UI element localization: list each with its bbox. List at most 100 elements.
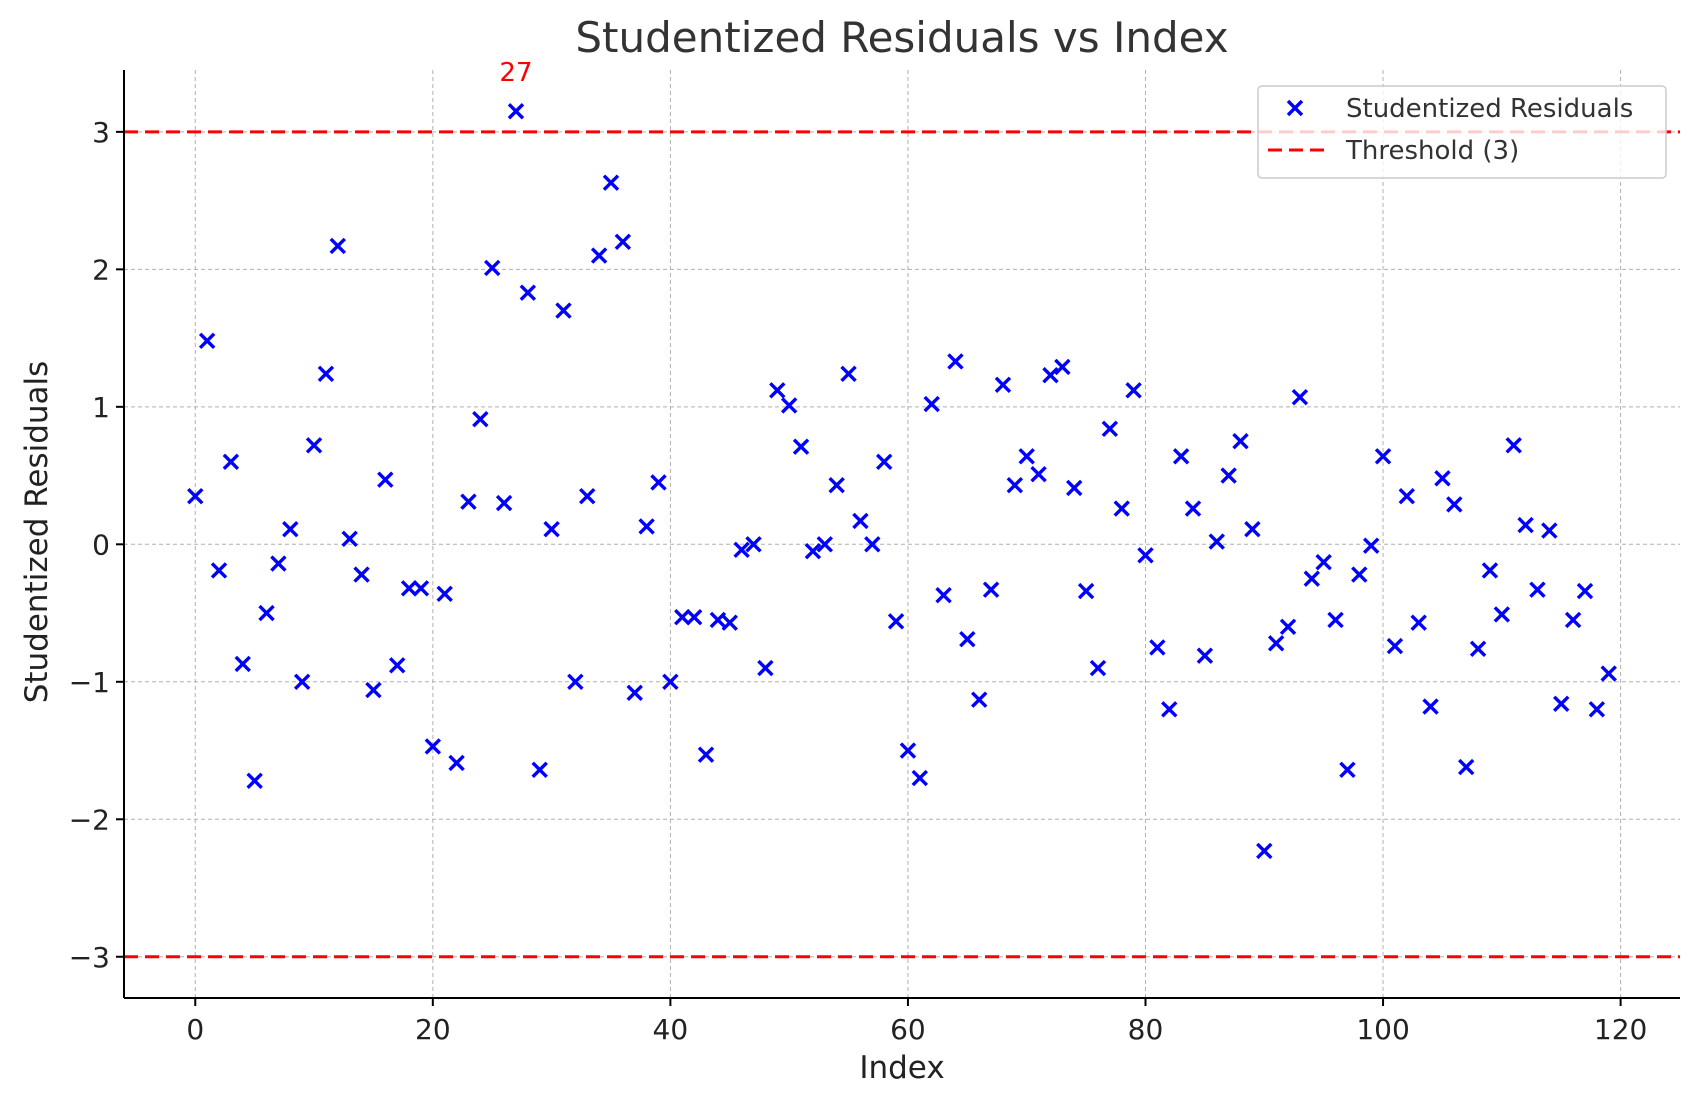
data-point bbox=[1161, 701, 1178, 718]
axes-spines bbox=[123, 70, 1680, 999]
data-point bbox=[816, 536, 833, 553]
data-point bbox=[270, 555, 287, 572]
data-point bbox=[1113, 500, 1130, 517]
data-point bbox=[495, 494, 513, 512]
data-point bbox=[674, 608, 691, 626]
data-point bbox=[1576, 582, 1594, 600]
data-point bbox=[887, 613, 905, 630]
data-point bbox=[1457, 758, 1475, 776]
data-point bbox=[1327, 611, 1344, 629]
data-point bbox=[1030, 465, 1047, 483]
data-point bbox=[555, 302, 572, 319]
data-point bbox=[365, 681, 382, 699]
data-point bbox=[923, 395, 940, 413]
legend-label-threshold: Threshold (3) bbox=[1345, 136, 1519, 166]
data-point bbox=[317, 365, 335, 383]
data-point bbox=[745, 536, 762, 553]
x-tick-label: 100 bbox=[1356, 1013, 1409, 1046]
data-point bbox=[1196, 647, 1214, 664]
data-point bbox=[769, 382, 786, 399]
y-tick-label: 3 bbox=[92, 116, 110, 149]
data-point bbox=[971, 691, 988, 708]
legend: Studentized Residuals Threshold (3) bbox=[1257, 85, 1667, 179]
data-point bbox=[840, 365, 857, 383]
data-point bbox=[1422, 698, 1439, 715]
data-point bbox=[341, 530, 358, 548]
data-point bbox=[780, 397, 798, 414]
data-point bbox=[1089, 659, 1107, 677]
data-point bbox=[1541, 522, 1558, 539]
data-point bbox=[1493, 606, 1511, 623]
grid bbox=[124, 70, 1680, 998]
data-point bbox=[305, 437, 323, 454]
data-point bbox=[1256, 842, 1273, 860]
chart-title: Studentized Residuals vs Index bbox=[575, 13, 1228, 62]
data-point bbox=[1042, 367, 1059, 384]
data-point bbox=[1410, 614, 1427, 631]
data-point bbox=[852, 512, 869, 530]
data-point bbox=[804, 542, 822, 560]
data-point bbox=[1481, 562, 1499, 579]
data-point bbox=[1149, 639, 1166, 656]
data-point bbox=[1244, 520, 1261, 538]
data-point bbox=[697, 746, 715, 763]
data-point bbox=[709, 611, 727, 629]
data-point bbox=[792, 438, 810, 455]
data-point bbox=[1600, 665, 1617, 682]
data-point bbox=[994, 376, 1012, 394]
data-point bbox=[1267, 635, 1285, 652]
data-point bbox=[329, 237, 347, 255]
data-point bbox=[1553, 695, 1570, 712]
data-point bbox=[1291, 389, 1309, 406]
data-point bbox=[424, 738, 442, 755]
data-point bbox=[1077, 582, 1095, 600]
data-point bbox=[1172, 448, 1190, 465]
data-point bbox=[1588, 701, 1606, 718]
data-point bbox=[293, 673, 311, 690]
data-point bbox=[614, 233, 632, 251]
y-tick-label: 2 bbox=[92, 253, 110, 286]
data-point bbox=[1517, 516, 1534, 534]
data-point bbox=[1232, 432, 1249, 450]
data-point bbox=[1398, 487, 1416, 505]
data-point bbox=[1505, 437, 1522, 454]
data-point bbox=[484, 259, 501, 277]
data-point bbox=[210, 562, 228, 579]
data-point bbox=[590, 247, 608, 264]
data-point bbox=[638, 518, 655, 535]
data-point bbox=[472, 411, 489, 428]
data-point bbox=[531, 761, 548, 778]
data-point bbox=[1220, 467, 1237, 484]
x-tick-label: 20 bbox=[415, 1013, 451, 1046]
data-point bbox=[1279, 618, 1297, 636]
x-tick-label: 40 bbox=[653, 1013, 689, 1046]
x-tick-label: 60 bbox=[890, 1013, 926, 1046]
data-point bbox=[1137, 547, 1154, 564]
scatter-markers bbox=[187, 103, 1617, 860]
data-point bbox=[1066, 479, 1083, 497]
data-point bbox=[602, 174, 620, 191]
data-point bbox=[685, 608, 703, 626]
y-tick-label: −2 bbox=[69, 803, 110, 836]
y-tick-label: 0 bbox=[92, 528, 110, 561]
data-point bbox=[1339, 761, 1356, 778]
data-point bbox=[721, 614, 738, 631]
data-point bbox=[187, 487, 204, 505]
data-point bbox=[875, 453, 893, 471]
data-point bbox=[1374, 448, 1392, 465]
legend-marker-icon bbox=[1286, 99, 1304, 117]
data-point bbox=[448, 754, 465, 772]
data-point bbox=[567, 673, 584, 690]
data-point bbox=[377, 471, 394, 488]
data-point bbox=[198, 332, 216, 350]
data-point bbox=[460, 493, 477, 510]
data-point bbox=[1315, 553, 1332, 571]
data-point bbox=[388, 657, 406, 674]
data-point bbox=[1386, 637, 1404, 655]
y-tick-label: 1 bbox=[92, 391, 110, 424]
data-point bbox=[1529, 581, 1546, 598]
data-point bbox=[1184, 500, 1202, 517]
data-point bbox=[1351, 566, 1368, 583]
data-point bbox=[400, 580, 418, 597]
